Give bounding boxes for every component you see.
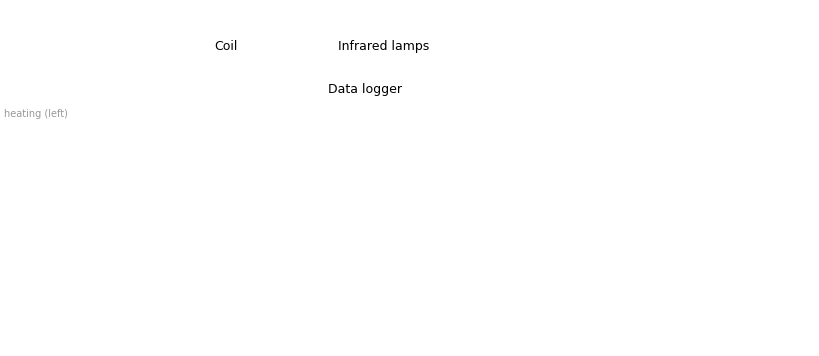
Text: Data logger: Data logger <box>317 83 401 165</box>
Text: heating (left): heating (left) <box>4 109 68 119</box>
Text: Infrared lamps: Infrared lamps <box>337 40 628 219</box>
Text: Coil: Coil <box>214 40 265 158</box>
